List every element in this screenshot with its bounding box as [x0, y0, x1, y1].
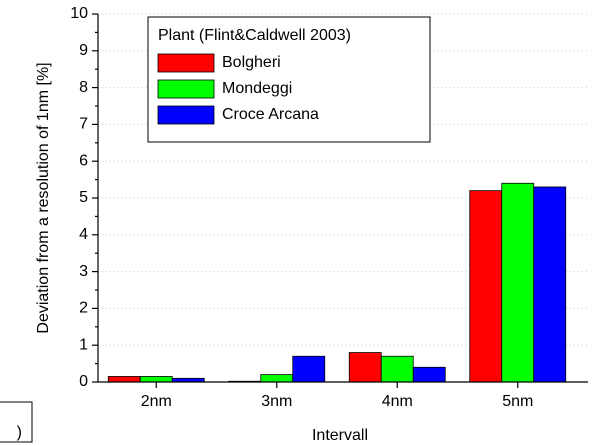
legend-title: Plant (Flint&Caldwell 2003) [158, 27, 351, 44]
y-tick-label: 4 [79, 226, 88, 243]
x-tick-label: 2nm [141, 393, 172, 410]
bar [533, 186, 567, 383]
x-tick-label: 5nm [502, 393, 533, 410]
legend-label: Croce Arcana [222, 106, 319, 123]
bar [139, 376, 173, 383]
annotation: ) [17, 424, 22, 441]
legend-swatch [157, 79, 215, 99]
legend-swatch [157, 105, 215, 125]
y-tick-label: 0 [79, 373, 88, 390]
bar [260, 374, 294, 383]
y-tick-label: 1 [79, 336, 88, 353]
y-tick-label: 9 [79, 42, 88, 59]
legend-label: Mondeggi [222, 80, 292, 97]
y-tick-label: 7 [79, 116, 88, 133]
y-tick-label: 10 [70, 5, 88, 22]
bar [380, 355, 414, 383]
y-tick-label: 5 [79, 189, 88, 206]
bar [501, 182, 535, 383]
bar [107, 376, 141, 383]
y-tick-label: 3 [79, 263, 88, 280]
cropped-box [0, 401, 33, 443]
y-tick-label: 2 [79, 300, 88, 317]
bar [348, 352, 382, 383]
y-tick-label: 6 [79, 152, 88, 169]
legend-swatch [157, 53, 215, 73]
x-tick-label: 3nm [261, 393, 292, 410]
bar [412, 366, 446, 383]
legend: Plant (Flint&Caldwell 2003) Bolgheri Mond… [147, 16, 431, 143]
bar [292, 355, 326, 383]
legend-label: Bolgheri [222, 54, 281, 71]
y-axis-label: Deviation from a resolution of 1nm [%] [35, 62, 52, 333]
y-tick-label: 8 [79, 79, 88, 96]
x-tick-label: 4nm [382, 393, 413, 410]
bar [469, 190, 503, 383]
x-axis-label: Intervall [312, 427, 368, 444]
